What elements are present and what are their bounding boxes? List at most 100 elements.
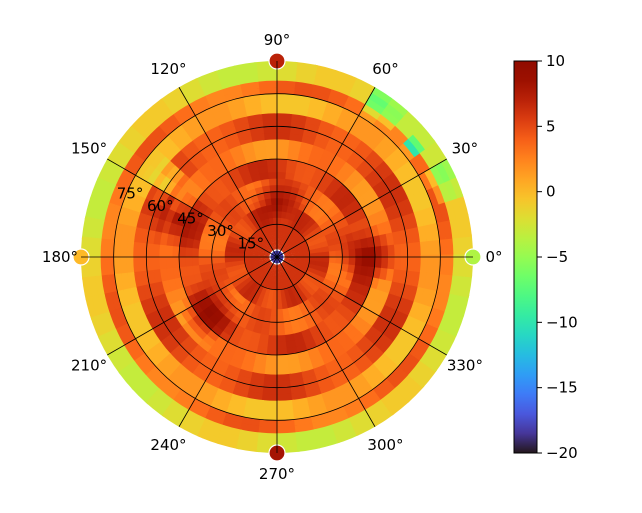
heatmap-cell — [280, 210, 287, 219]
heatmap-cell — [278, 230, 283, 238]
heatmap-cell — [257, 259, 265, 264]
heatmap-cell — [272, 263, 276, 271]
heatmap-cell — [145, 312, 160, 331]
heatmap-cell — [275, 119, 292, 128]
heatmap-cell — [126, 192, 140, 213]
heatmap-cell — [100, 257, 109, 278]
heatmap-cell — [326, 267, 336, 276]
heatmap-cell — [202, 418, 225, 433]
heatmap-cell — [266, 347, 279, 356]
heatmap-cell — [268, 237, 273, 246]
heatmap-cell — [120, 171, 136, 193]
heatmap-cell — [273, 243, 277, 251]
heatmap-cell — [277, 380, 293, 389]
heatmap-cell — [263, 257, 271, 261]
heatmap-cell — [192, 368, 211, 383]
heatmap-cell — [163, 92, 186, 111]
heatmap-cell — [431, 202, 444, 224]
heatmap-cell — [435, 329, 452, 353]
heatmap-cell — [168, 149, 186, 167]
heatmap-cell — [289, 258, 298, 262]
heatmap-cell — [264, 259, 272, 263]
heatmap-cell — [226, 364, 243, 377]
heatmap-cell — [358, 387, 380, 405]
heatmap-cell — [170, 103, 193, 121]
heatmap-cell — [363, 128, 383, 146]
heatmap-cell — [402, 158, 419, 179]
heatmap-cell — [267, 261, 274, 269]
heatmap-cell — [347, 125, 366, 141]
heatmap-cell — [208, 101, 229, 115]
heatmap-cell — [304, 109, 324, 121]
heatmap-cell — [259, 271, 266, 279]
heatmap-cell — [205, 412, 227, 427]
heatmap-cell — [448, 174, 464, 199]
heatmap-cell — [350, 168, 365, 183]
heatmap-cell — [429, 326, 446, 349]
heatmap-cell — [273, 282, 278, 291]
heatmap-cell — [251, 179, 263, 189]
heatmap-cell — [100, 238, 109, 260]
heatmap-cell — [335, 380, 355, 395]
heatmap-cell — [257, 340, 270, 349]
heatmap-cell — [204, 249, 213, 259]
heatmap-cell — [441, 331, 458, 356]
heatmap-cell — [293, 264, 302, 271]
heatmap-cell — [305, 386, 324, 399]
heatmap-cell — [277, 412, 297, 421]
heatmap-cell — [364, 324, 379, 341]
heatmap-cell — [277, 354, 290, 363]
heatmap-cell — [372, 314, 386, 331]
heatmap-cell — [363, 153, 380, 170]
heatmap-cell — [185, 409, 208, 426]
heatmap-cell — [265, 231, 271, 240]
heatmap-cell — [367, 148, 385, 166]
heatmap-cell — [313, 131, 331, 144]
heatmap-cell — [368, 403, 391, 422]
heatmap-cell — [325, 399, 346, 413]
heatmap-cell — [289, 220, 297, 229]
heatmap-cell — [304, 162, 318, 174]
heatmap-cell — [271, 262, 276, 271]
heatmap-cell — [260, 327, 271, 336]
heatmap-cell — [217, 244, 226, 253]
heatmap-cell — [146, 328, 162, 348]
heatmap-cell — [365, 212, 377, 227]
heatmap-cell — [311, 76, 334, 90]
heatmap-cell — [186, 95, 208, 112]
heatmap-cell — [123, 341, 141, 364]
heatmap-cell — [291, 325, 303, 335]
heatmap-cell — [305, 236, 314, 244]
heatmap-cell — [393, 118, 414, 139]
heatmap-cell — [283, 287, 290, 296]
heatmap-cell — [292, 173, 304, 183]
heatmap-cell — [452, 235, 461, 257]
angular-gridline — [107, 256, 278, 356]
heatmap-cell — [315, 430, 339, 443]
heatmap-cell — [312, 70, 336, 84]
heatmap-cell — [419, 206, 431, 226]
heatmap-cell — [227, 336, 241, 348]
heatmap-cell — [113, 239, 122, 260]
heatmap-cell — [419, 188, 433, 209]
heatmap-cell — [302, 259, 311, 264]
heatmap-cell — [230, 257, 239, 263]
heatmap-cell — [290, 106, 309, 117]
heatmap-cell — [371, 143, 390, 161]
heatmap-cell — [260, 300, 269, 309]
heatmap-cell — [274, 106, 293, 115]
heatmap-cell — [176, 214, 188, 229]
heatmap-cell — [458, 234, 468, 257]
heatmap-cell — [178, 159, 194, 176]
heatmap-cell — [289, 371, 305, 382]
heatmap-cell — [245, 397, 264, 408]
heatmap-cell — [259, 112, 277, 121]
heatmap-cell — [403, 354, 422, 376]
heatmap-cell — [271, 302, 278, 310]
heatmap-cell — [302, 256, 311, 261]
heatmap-cell — [160, 337, 177, 356]
heatmap-cell — [281, 261, 288, 268]
heatmap-cell — [237, 257, 245, 262]
heatmap-cell — [275, 145, 289, 154]
heatmap-cell — [333, 118, 353, 133]
